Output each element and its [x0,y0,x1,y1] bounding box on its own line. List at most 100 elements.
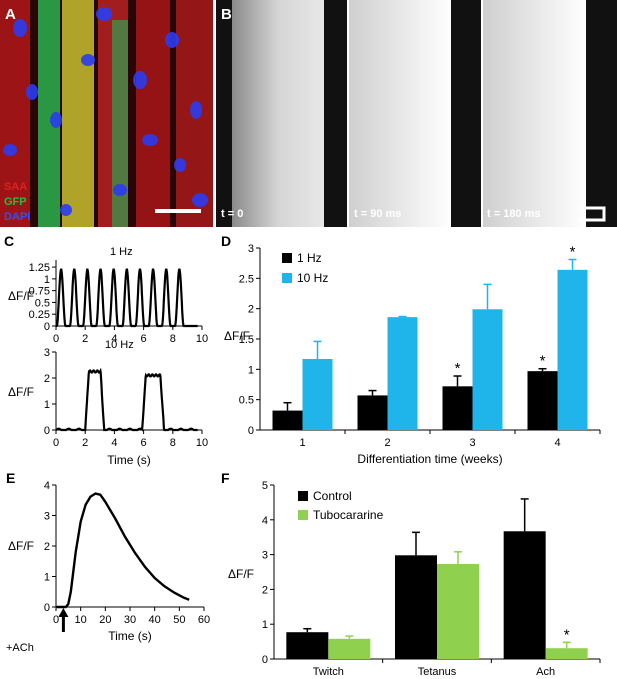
y-tick-label: 2 [248,304,254,316]
bar [272,410,303,430]
signal-trace [55,268,198,328]
bar [527,371,558,430]
y-tick-label: 5 [262,480,268,492]
bar [395,555,437,659]
micrograph-a-red-fiber-1 [0,0,30,227]
y-tick-label: 0 [44,602,50,614]
panel-letter-d: D [221,233,231,249]
bar [328,638,371,659]
x-tick-label: 6 [141,437,147,449]
x-tick-label: 8 [170,333,176,345]
significance-star: * [570,244,576,261]
channel-legend: SAA GFP DAPI [4,181,30,223]
bar [442,386,473,430]
legend-label: Tubocararine [313,508,384,522]
chart-c-10hz: 0 1 2 3 0 2 4 6 8 10 Time (s) ΔF/F 10 Hz [8,339,208,467]
channel-label-gfp: GFP [4,196,27,208]
y-tick-label: 4 [262,515,268,527]
x-tick-label: 40 [149,614,161,626]
signal-trace [56,492,190,609]
y-axis-label: ΔF/F [8,289,34,303]
micrograph-a-green-fiber-2 [112,20,128,227]
category-label: 3 [469,437,475,449]
y-tick-label: 1.5 [239,334,254,346]
legend-label: Control [313,489,352,503]
frequency-annotation: 1 Hz [110,246,133,258]
x-tick-label: 8 [170,437,176,449]
y-tick-label: 1 [44,274,50,286]
channel-label-dapi: DAPI [4,211,30,223]
category-label: Ach [536,666,555,678]
x-axis-label: Time (s) [108,629,152,643]
x-tick-label: 2 [82,333,88,345]
y-tick-label: 0 [44,321,50,333]
legend-swatch [282,273,292,283]
panel-a: A SAA GFP DAPI [0,0,213,227]
scale-bar-b [578,206,606,222]
stimulus-arrow-head [58,608,69,617]
x-axis-label: Differentiation time (weeks) [357,452,502,466]
x-tick-label: 0 [53,333,59,345]
stimulus-label: +ACh [6,642,34,654]
x-tick-label: 30 [124,614,136,626]
y-tick-label: 0 [248,425,254,437]
y-tick-label: 0.25 [29,309,50,321]
bar [357,395,388,430]
x-tick-label: 60 [198,614,210,626]
y-axis-label: ΔF/F [8,385,34,399]
significance-star: * [564,626,570,643]
y-tick-label: 1 [262,619,268,631]
panel-letter-b: B [221,6,232,23]
panel-letter-f: F [221,470,230,486]
y-tick-label: 4 [44,480,50,492]
y-tick-label: 3 [44,347,50,359]
y-axis-label: ΔF/F [224,329,250,343]
x-tick-label: 10 [75,614,87,626]
x-tick-label: 4 [111,437,117,449]
x-tick-label: 0 [53,614,59,626]
legend-swatch [298,510,308,520]
panel-letter-c: C [4,233,14,249]
y-tick-label: 1 [248,364,254,376]
frame-2-fiber [349,0,451,227]
y-tick-label: 0 [262,654,268,666]
bar [302,359,333,430]
frame-2-time-label: t = 90 ms [354,208,401,220]
x-tick-label: 2 [82,437,88,449]
category-label: Twitch [313,666,344,678]
y-tick-label: 2 [44,541,50,553]
x-tick-label: 50 [173,614,185,626]
bar [286,632,329,659]
y-tick-label: 3 [44,511,50,523]
x-tick-label: 10 [196,333,208,345]
x-tick-label: 20 [99,614,111,626]
y-tick-label: 1.25 [29,262,50,274]
frequency-annotation: 10 Hz [105,339,134,351]
category-label: 1 [299,437,305,449]
legend-label: 10 Hz [297,271,328,285]
micrograph-a-yellow-fiber [62,0,94,227]
panel-letter-e: E [6,470,15,486]
y-tick-label: 0.5 [239,395,254,407]
x-tick-label: 0 [53,437,59,449]
frame-1-time-label: t = 0 [221,208,243,220]
frame-1-fiber [232,0,324,227]
bar [545,648,588,659]
x-axis-label: Time (s) [107,453,151,467]
bar [437,563,479,659]
x-tick-label: 6 [141,333,147,345]
panel-b: B t = 0 t = 90 ms t = 180 ms [216,0,617,227]
y-axis-label: ΔF/F [8,539,34,553]
micrograph-a-green-fiber-1 [38,0,60,227]
frame-3-fiber [483,0,586,227]
y-tick-label: 2 [262,584,268,596]
y-tick-label: 3 [248,243,254,255]
chart-f: 0 1 2 3 4 5 Twitch Tetanus Ach * ΔF/F Control Tuboca… [228,480,601,678]
micrograph-a-red-fiber-3 [136,0,170,227]
y-tick-label: 2 [44,373,50,385]
y-tick-label: 0.5 [35,297,50,309]
x-tick-label: 10 [196,437,208,449]
legend-swatch [298,491,308,501]
